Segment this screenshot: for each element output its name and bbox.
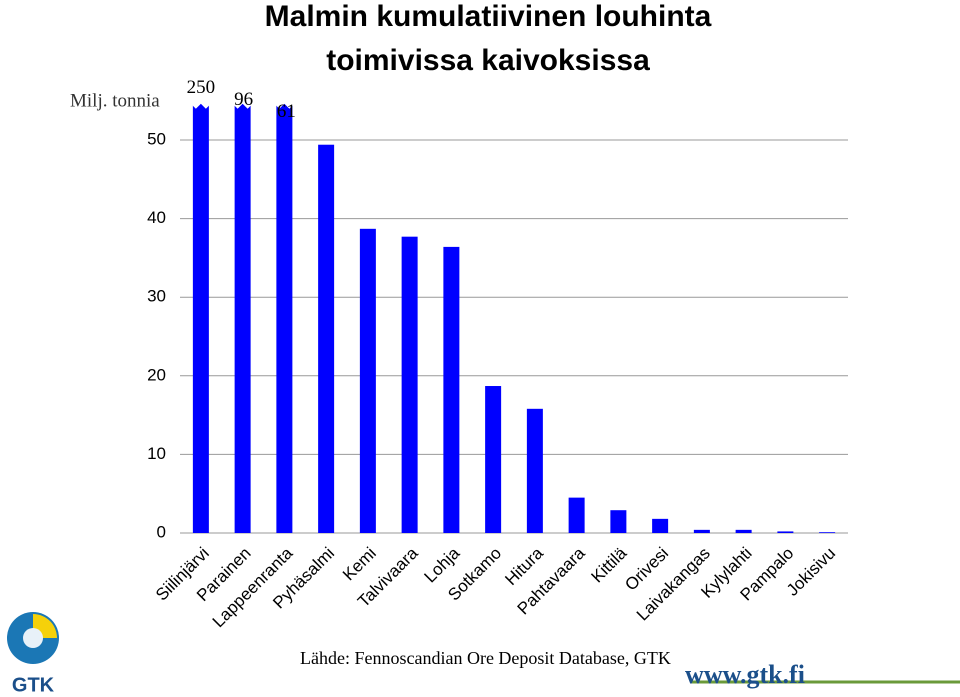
bar — [485, 386, 502, 533]
value-label: 61 — [277, 101, 296, 122]
bar — [234, 101, 251, 533]
bar — [693, 529, 710, 533]
break-mark — [231, 97, 254, 109]
bar — [276, 101, 293, 533]
bar — [526, 408, 543, 533]
y-tick-label: 40 — [147, 208, 166, 227]
bar — [401, 236, 418, 534]
y-tick-label: 10 — [147, 444, 166, 463]
bar — [443, 246, 460, 533]
bar — [777, 531, 794, 533]
bar — [652, 518, 669, 533]
logo-text: GTK — [12, 674, 55, 696]
break-mark — [273, 97, 296, 109]
logo: GTK — [7, 612, 59, 696]
break-mark — [190, 97, 212, 109]
value-label: 250 — [187, 77, 216, 98]
y-tick-label: 0 — [157, 522, 166, 541]
plot — [192, 101, 836, 534]
bar — [359, 228, 376, 533]
value-label: 96 — [234, 89, 253, 110]
bar — [735, 529, 752, 533]
y-tick-label: 20 — [147, 365, 166, 384]
bar — [568, 497, 585, 533]
y-tick-label: 50 — [147, 129, 166, 148]
bar — [318, 144, 335, 533]
y-axis-label: Milj. tonnia — [70, 90, 160, 111]
chart-title: toimivissa kaivoksissa — [326, 44, 650, 77]
bar — [192, 101, 209, 533]
source: Lähde: Fennoscandian Ore Deposit Databas… — [300, 648, 671, 668]
y-tick-label: 30 — [147, 287, 166, 306]
chart-title: Malmin kumulatiivinen louhinta — [265, 0, 712, 33]
bar — [819, 532, 836, 533]
bar — [610, 510, 627, 533]
footer: www.gtk.fi — [685, 660, 805, 689]
